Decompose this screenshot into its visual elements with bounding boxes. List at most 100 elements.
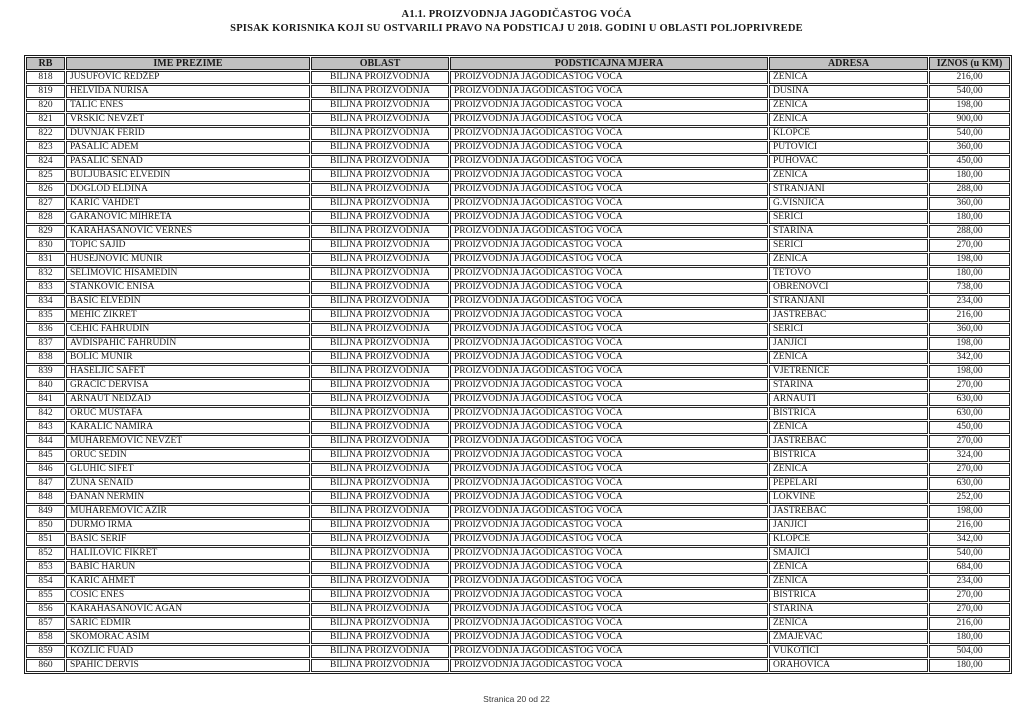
cell-rb: 846 <box>26 463 65 476</box>
cell-rb: 835 <box>26 309 65 322</box>
cell-rb: 824 <box>26 155 65 168</box>
cell-name: BABIĆ HARUN <box>66 561 310 574</box>
cell-name: HALILOVIĆ FIKRET <box>66 547 310 560</box>
table-row: 842 ORUČ MUSTAFA BILJNA PROIZVODNJA PROIZVO… <box>26 407 1010 420</box>
cell-mjera: PROIZVODNJA JAGODIČASTOG VOĆA <box>450 407 768 420</box>
cell-iznos: 270,00 <box>929 435 1010 448</box>
cell-oblast: BILJNA PROIZVODNJA <box>311 99 449 112</box>
cell-iznos: 450,00 <box>929 421 1010 434</box>
cell-iznos: 234,00 <box>929 575 1010 588</box>
cell-oblast: BILJNA PROIZVODNJA <box>311 617 449 630</box>
cell-oblast: BILJNA PROIZVODNJA <box>311 211 449 224</box>
cell-rb: 832 <box>26 267 65 280</box>
cell-iznos: 288,00 <box>929 225 1010 238</box>
cell-mjera: PROIZVODNJA JAGODIČASTOG VOĆA <box>450 659 768 672</box>
cell-adresa: ARNAUTI <box>769 393 928 406</box>
cell-mjera: PROIZVODNJA JAGODIČASTOG VOĆA <box>450 435 768 448</box>
cell-mjera: PROIZVODNJA JAGODIČASTOG VOĆA <box>450 267 768 280</box>
cell-iznos: 198,00 <box>929 337 1010 350</box>
cell-iznos: 270,00 <box>929 239 1010 252</box>
table-row: 846 GLUHIĆ SIFET BILJNA PROIZVODNJA PROIZVO… <box>26 463 1010 476</box>
cell-iznos: 360,00 <box>929 141 1010 154</box>
cell-name: DUVNJAK FERID <box>66 127 310 140</box>
cell-rb: 857 <box>26 617 65 630</box>
cell-rb: 829 <box>26 225 65 238</box>
document-title-line1: A1.1. PROIZVODNJA JAGODIČASTOG VOĆA <box>401 9 632 20</box>
cell-iznos: 198,00 <box>929 99 1010 112</box>
cell-name: JUSUFOVIĆ REDŽEP <box>66 71 310 84</box>
cell-name: ARNAUT NEDŽAD <box>66 393 310 406</box>
cell-mjera: PROIZVODNJA JAGODIČASTOG VOĆA <box>450 631 768 644</box>
cell-mjera: PROIZVODNJA JAGODIČASTOG VOĆA <box>450 379 768 392</box>
cell-oblast: BILJNA PROIZVODNJA <box>311 169 449 182</box>
cell-mjera: PROIZVODNJA JAGODIČASTOG VOĆA <box>450 113 768 126</box>
cell-mjera: PROIZVODNJA JAGODIČASTOG VOĆA <box>450 71 768 84</box>
cell-adresa: ZENICA <box>769 351 928 364</box>
cell-iznos: 504,00 <box>929 645 1010 658</box>
cell-mjera: PROIZVODNJA JAGODIČASTOG VOĆA <box>450 505 768 518</box>
cell-name: MUHAREMOVIĆ AZIR <box>66 505 310 518</box>
cell-adresa: STARINA <box>769 603 928 616</box>
cell-rb: 838 <box>26 351 65 364</box>
cell-oblast: BILJNA PROIZVODNJA <box>311 113 449 126</box>
cell-adresa: BISTRICA <box>769 589 928 602</box>
cell-adresa: KLOPČE <box>769 127 928 140</box>
table-row: 844 MUHAREMOVIĆ NEVZET BILJNA PROIZVODNJA P… <box>26 435 1010 448</box>
cell-iznos: 738,00 <box>929 281 1010 294</box>
cell-mjera: PROIZVODNJA JAGODIČASTOG VOĆA <box>450 211 768 224</box>
table-row: 819 HELVIDA NURISA BILJNA PROIZVODNJA PROIZ… <box>26 85 1010 98</box>
table-body: 818 JUSUFOVIĆ REDŽEP BILJNA PROIZVODNJA PRO… <box>26 71 1010 672</box>
cell-iznos: 540,00 <box>929 85 1010 98</box>
cell-rb: 841 <box>26 393 65 406</box>
table-row: 835 MEHIĆ ZIKRET BILJNA PROIZVODNJA PROIZVO… <box>26 309 1010 322</box>
cell-name: VRŠKIĆ NEVZET <box>66 113 310 126</box>
cell-mjera: PROIZVODNJA JAGODIČASTOG VOĆA <box>450 253 768 266</box>
cell-mjera: PROIZVODNJA JAGODIČASTOG VOĆA <box>450 533 768 546</box>
cell-rb: 856 <box>26 603 65 616</box>
cell-adresa: ZENICA <box>769 253 928 266</box>
cell-name: HELVIDA NURISA <box>66 85 310 98</box>
cell-adresa: BISTRICA <box>769 449 928 462</box>
cell-rb: 849 <box>26 505 65 518</box>
cell-name: ŠARIĆ EDMIR <box>66 617 310 630</box>
cell-rb: 851 <box>26 533 65 546</box>
cell-name: TOPIĆ SAJID <box>66 239 310 252</box>
cell-adresa: JASTREBAC <box>769 435 928 448</box>
table-row: 827 KARIĆ VAHDET BILJNA PROIZVODNJA PROIZVO… <box>26 197 1010 210</box>
cell-rb: 853 <box>26 561 65 574</box>
cell-mjera: PROIZVODNJA JAGODIČASTOG VOĆA <box>450 421 768 434</box>
cell-oblast: BILJNA PROIZVODNJA <box>311 575 449 588</box>
cell-iznos: 630,00 <box>929 393 1010 406</box>
table-row: 848 ĐANAN NERMIN BILJNA PROIZVODNJA PROIZVO… <box>26 491 1010 504</box>
cell-adresa: PEPELARI <box>769 477 928 490</box>
cell-iznos: 342,00 <box>929 351 1010 364</box>
cell-oblast: BILJNA PROIZVODNJA <box>311 323 449 336</box>
cell-rb: 847 <box>26 477 65 490</box>
cell-oblast: BILJNA PROIZVODNJA <box>311 337 449 350</box>
cell-rb: 844 <box>26 435 65 448</box>
cell-iznos: 342,00 <box>929 533 1010 546</box>
cell-iznos: 270,00 <box>929 379 1010 392</box>
table-row: 836 ČEHIĆ FAHRUDIN BILJNA PROIZVODNJA PROIZ… <box>26 323 1010 336</box>
cell-mjera: PROIZVODNJA JAGODIČASTOG VOĆA <box>450 183 768 196</box>
cell-iznos: 198,00 <box>929 505 1010 518</box>
cell-mjera: PROIZVODNJA JAGODIČASTOG VOĆA <box>450 547 768 560</box>
cell-iznos: 270,00 <box>929 589 1010 602</box>
cell-name: BULJUBAŠIĆ ELVEDIN <box>66 169 310 182</box>
cell-mjera: PROIZVODNJA JAGODIČASTOG VOĆA <box>450 155 768 168</box>
cell-mjera: PROIZVODNJA JAGODIČASTOG VOĆA <box>450 323 768 336</box>
cell-oblast: BILJNA PROIZVODNJA <box>311 589 449 602</box>
cell-adresa: STRANJANI <box>769 295 928 308</box>
cell-oblast: BILJNA PROIZVODNJA <box>311 351 449 364</box>
table-row: 852 HALILOVIĆ FIKRET BILJNA PROIZVODNJA PRO… <box>26 547 1010 560</box>
cell-oblast: BILJNA PROIZVODNJA <box>311 659 449 672</box>
table-row: 843 KARALIĆ NAMIRA BILJNA PROIZVODNJA PROIZ… <box>26 421 1010 434</box>
cell-iznos: 630,00 <box>929 407 1010 420</box>
cell-adresa: STARINA <box>769 379 928 392</box>
cell-mjera: PROIZVODNJA JAGODIČASTOG VOĆA <box>450 365 768 378</box>
cell-oblast: BILJNA PROIZVODNJA <box>311 379 449 392</box>
cell-oblast: BILJNA PROIZVODNJA <box>311 85 449 98</box>
cell-mjera: PROIZVODNJA JAGODIČASTOG VOĆA <box>450 197 768 210</box>
cell-adresa: VUKOTIĆI <box>769 645 928 658</box>
cell-oblast: BILJNA PROIZVODNJA <box>311 393 449 406</box>
